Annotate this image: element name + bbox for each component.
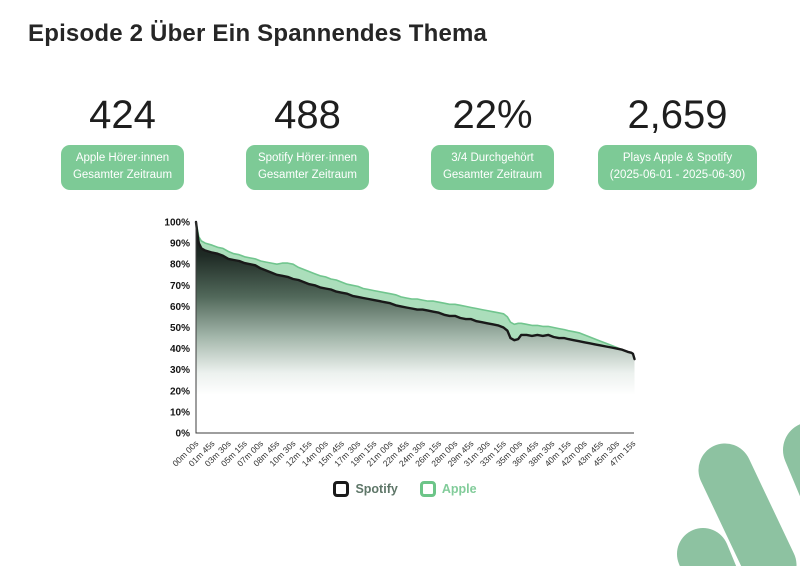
apple-swatch-icon bbox=[419, 481, 436, 497]
y-tick-label: 100% bbox=[164, 218, 190, 229]
page-title: Episode 2 Über Ein Spannendes Thema bbox=[28, 20, 488, 47]
legend-label: Apple bbox=[441, 482, 477, 496]
stat-card-2: 488 Spotify Hörer·innen Gesamter Zeitraum bbox=[215, 94, 400, 190]
spotify-area bbox=[196, 222, 635, 433]
retention-chart: 0%10%20%30%40%50%60%70%80%90%100%00m 00s… bbox=[164, 218, 637, 469]
apple-line bbox=[195, 221, 636, 359]
y-tick-label: 20% bbox=[170, 386, 190, 397]
y-tick-label: 80% bbox=[170, 260, 190, 271]
stat-value: 488 bbox=[274, 93, 341, 137]
brand-logo-bar-small bbox=[677, 528, 737, 566]
y-tick-label: 60% bbox=[170, 302, 190, 313]
stats-row: 424 Apple Hörer·innen Gesamter Zeitraum 488… bbox=[30, 94, 770, 190]
stat-value: 2,659 bbox=[627, 93, 728, 137]
stat-value: 424 bbox=[89, 93, 156, 137]
legend-item-apple[interactable]: Apple bbox=[419, 481, 477, 497]
stat-card-4: 2,659 Plays Apple & Spotify (2025-06-01 - … bbox=[585, 94, 770, 190]
spotify-swatch-icon bbox=[333, 481, 350, 497]
spotify-line bbox=[194, 220, 636, 361]
stat-label-pill: 3/4 Durchgehört Gesamter Zeitraum bbox=[430, 145, 555, 190]
y-tick-label: 90% bbox=[170, 239, 190, 250]
y-tick-label: 0% bbox=[176, 429, 191, 440]
y-tick-label: 70% bbox=[170, 281, 190, 292]
brand-logo bbox=[677, 424, 800, 566]
y-tick-label: 40% bbox=[170, 344, 190, 355]
stat-label-pill: Spotify Hörer·innen Gesamter Zeitraum bbox=[245, 145, 370, 190]
legend-item-spotify[interactable]: Spotify bbox=[333, 481, 398, 497]
y-tick-label: 50% bbox=[170, 323, 190, 334]
y-tick-label: 30% bbox=[170, 365, 190, 376]
stat-label-pill: Apple Hörer·innen Gesamter Zeitraum bbox=[60, 145, 185, 190]
stat-card-1: 424 Apple Hörer·innen Gesamter Zeitraum bbox=[30, 94, 215, 190]
brand-logo-bar-main bbox=[698, 443, 797, 566]
chart-axes bbox=[195, 222, 634, 434]
stat-value: 22% bbox=[452, 93, 533, 137]
legend-label: Spotify bbox=[355, 482, 398, 496]
stat-card-3: 22% 3/4 Durchgehört Gesamter Zeitraum bbox=[400, 94, 585, 190]
y-tick-label: 10% bbox=[170, 407, 190, 418]
chart-legend: Spotify Apple bbox=[140, 479, 670, 499]
stat-label-pill: Plays Apple & Spotify (2025-06-01 - 2025-… bbox=[597, 145, 758, 190]
